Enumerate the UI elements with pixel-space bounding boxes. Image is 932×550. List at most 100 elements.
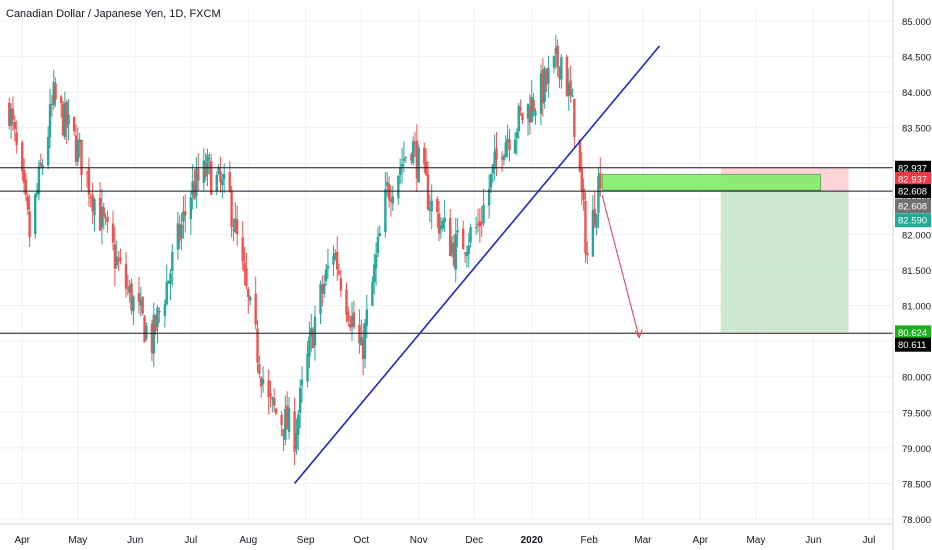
y-tick-label: 78.500 bbox=[902, 479, 931, 490]
candle-up bbox=[261, 379, 265, 384]
candle-up bbox=[441, 221, 444, 229]
candle-down bbox=[285, 405, 289, 430]
candle-down bbox=[130, 283, 133, 311]
candle-up bbox=[169, 273, 172, 284]
candle-down bbox=[339, 278, 343, 291]
candle-up bbox=[297, 414, 300, 435]
candle-down bbox=[387, 184, 391, 200]
y-tick-label: 78.000 bbox=[902, 515, 931, 526]
candle-up bbox=[300, 379, 304, 386]
projection-arrow[interactable] bbox=[601, 195, 640, 338]
drawings[interactable] bbox=[293, 45, 661, 484]
candle-up bbox=[467, 245, 470, 255]
candle-up bbox=[313, 316, 317, 346]
candle-up bbox=[571, 95, 574, 97]
candle-down bbox=[232, 229, 235, 231]
y-tick-label: 79.500 bbox=[902, 408, 931, 419]
x-tick-label: 2020 bbox=[521, 535, 544, 546]
x-tick-label: Oct bbox=[353, 535, 369, 546]
candle-up bbox=[513, 139, 517, 154]
candle-up bbox=[491, 164, 495, 174]
entry-zone[interactable] bbox=[601, 173, 822, 191]
candle-down bbox=[335, 251, 339, 270]
candle-down bbox=[545, 70, 548, 85]
candle-down bbox=[424, 162, 428, 176]
candle-down bbox=[126, 288, 130, 290]
price-label-bg bbox=[895, 213, 931, 228]
candle-up bbox=[504, 142, 507, 158]
y-tick-label: 83.500 bbox=[902, 124, 931, 135]
candle-down bbox=[219, 171, 222, 183]
x-tick-label: Jun bbox=[127, 535, 143, 546]
take-profit-zone[interactable] bbox=[720, 191, 849, 333]
candle-down bbox=[500, 157, 504, 160]
x-tick-label: May bbox=[68, 535, 87, 546]
arrow-head[interactable] bbox=[634, 329, 643, 339]
candle-down bbox=[102, 207, 105, 217]
candle-up bbox=[493, 151, 496, 169]
candle-up bbox=[591, 210, 595, 257]
candle-up bbox=[139, 300, 143, 306]
candle-down bbox=[111, 223, 115, 243]
price-label-text: 80.624 bbox=[898, 328, 927, 339]
candle-up bbox=[515, 131, 519, 139]
position-zones[interactable] bbox=[601, 167, 849, 333]
candle-up bbox=[373, 264, 376, 282]
candle-down bbox=[50, 104, 54, 106]
candle-down bbox=[258, 364, 261, 374]
candle-down bbox=[72, 116, 76, 132]
candle-down bbox=[245, 268, 248, 287]
price-label-text: 82.937 bbox=[898, 163, 927, 174]
candle-down bbox=[91, 195, 94, 212]
candle-down bbox=[158, 310, 161, 313]
candle-down bbox=[528, 107, 532, 123]
y-tick-label: 85.000 bbox=[902, 17, 931, 28]
candle-up bbox=[323, 283, 326, 294]
candle-down bbox=[241, 237, 244, 262]
trendline[interactable] bbox=[293, 45, 661, 484]
candle-down bbox=[24, 179, 28, 196]
candle-down bbox=[254, 293, 257, 325]
candle-down bbox=[204, 163, 207, 177]
candle-up bbox=[295, 433, 298, 449]
candle-down bbox=[352, 312, 356, 328]
candle-down bbox=[410, 154, 413, 161]
candle-down bbox=[521, 112, 524, 121]
candle-down bbox=[437, 213, 441, 234]
candle-down bbox=[61, 103, 65, 135]
candle-up bbox=[215, 174, 218, 192]
candle-up bbox=[35, 190, 39, 195]
candle-up bbox=[93, 199, 96, 216]
candle-up bbox=[332, 255, 335, 265]
candle-up bbox=[202, 160, 205, 183]
x-tick-label: Apr bbox=[693, 535, 709, 546]
horizontal-levels[interactable] bbox=[0, 167, 893, 334]
x-tick-label: Sep bbox=[297, 535, 315, 546]
candle-up bbox=[34, 194, 37, 235]
candle-up bbox=[165, 282, 168, 305]
candle-down bbox=[586, 252, 589, 256]
candle-down bbox=[337, 270, 341, 275]
candle-up bbox=[324, 269, 328, 282]
candle-up bbox=[517, 105, 520, 132]
candle-down bbox=[89, 197, 92, 199]
candle-up bbox=[428, 208, 432, 211]
candle-down bbox=[124, 263, 128, 289]
candle-up bbox=[402, 158, 406, 161]
x-tick-label: Mar bbox=[634, 535, 652, 546]
candle-down bbox=[569, 80, 572, 96]
candle-up bbox=[298, 388, 302, 414]
x-tick-label: Nov bbox=[410, 535, 428, 546]
candle-up bbox=[271, 397, 274, 400]
y-tick-label: 82.000 bbox=[902, 230, 931, 241]
candle-up bbox=[182, 211, 185, 222]
price-label-bg bbox=[895, 184, 931, 199]
candle-down bbox=[197, 168, 200, 181]
x-tick-label: Feb bbox=[581, 535, 599, 546]
y-tick-label: 84.500 bbox=[902, 53, 931, 64]
candle-up bbox=[365, 309, 369, 326]
candle-up bbox=[384, 189, 387, 233]
candle-up bbox=[474, 227, 478, 229]
